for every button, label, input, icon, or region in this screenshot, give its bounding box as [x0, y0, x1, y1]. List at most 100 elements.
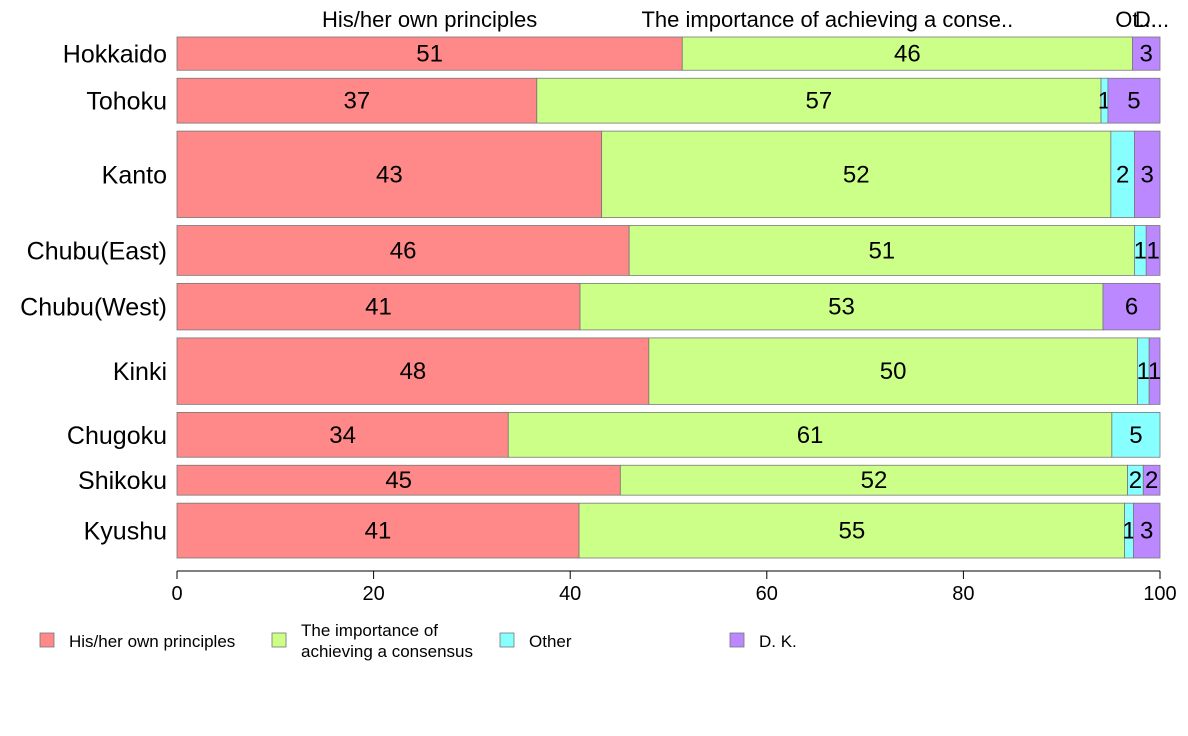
data-label: 45 [385, 467, 412, 494]
bar-segment [176, 77, 538, 124]
x-tick-label: 40 [559, 583, 581, 605]
legend-item: D. K. [729, 632, 797, 651]
data-label: 3 [1141, 161, 1154, 188]
bar-segment [176, 225, 630, 276]
data-label: 51 [868, 237, 895, 264]
data-label: 5 [1129, 422, 1142, 449]
data-label: 3 [1140, 41, 1153, 68]
data-label: 48 [400, 358, 427, 385]
data-label: 46 [894, 41, 921, 68]
top-series-label: D... [1135, 7, 1169, 32]
bar-row-2: 43 52 2 3 [176, 130, 1161, 218]
category-label: Hokkaido [63, 41, 167, 69]
bar-segment [176, 411, 509, 458]
data-label: 37 [344, 88, 371, 115]
data-label: 34 [329, 422, 356, 449]
data-label: 41 [365, 518, 392, 545]
bar-segment [619, 464, 1128, 496]
data-label: 51 [416, 41, 443, 68]
x-tick-label: 20 [362, 583, 384, 605]
bar-row-8: 41 55 1 3 [176, 502, 1161, 559]
bar-segment [507, 411, 1113, 458]
bar-segment [681, 36, 1133, 71]
bar-segment [601, 130, 1112, 218]
bar-segment [648, 337, 1138, 405]
data-label: 5 [1127, 88, 1140, 115]
bar-segment [1111, 411, 1161, 458]
bar-row-7: 45 52 2 2 [176, 464, 1161, 496]
x-tick-label: 60 [756, 583, 778, 605]
category-label: Kinki [113, 358, 167, 386]
bar-row-0: 51 46 3 [176, 36, 1161, 71]
legend-swatch [271, 632, 287, 648]
data-label: 61 [797, 422, 824, 449]
bar-row-4: 41 53 6 [176, 282, 1161, 331]
bar-segment [1107, 77, 1161, 124]
legend-label: D. K. [759, 632, 797, 651]
legend-swatch [39, 632, 55, 648]
category-label: Shikoku [78, 467, 167, 495]
data-label: 1 [1134, 237, 1147, 264]
data-label: 41 [365, 294, 392, 321]
legend-swatch [499, 632, 515, 648]
legend: His/her own principles The importance of a… [39, 621, 797, 661]
bar-segment [1134, 130, 1161, 218]
data-label: 2 [1129, 467, 1142, 494]
data-label: 46 [390, 237, 417, 264]
legend-label: His/her own principles [69, 632, 235, 651]
data-label: 53 [828, 294, 855, 321]
data-label: 57 [806, 88, 833, 115]
bar-segment [579, 282, 1104, 331]
data-label: 1 [1137, 358, 1150, 385]
bar-segment [176, 36, 683, 71]
category-label: Chugoku [67, 422, 167, 450]
bar-segment [1145, 225, 1161, 276]
bar-segment [628, 225, 1135, 276]
legend-item: Other [499, 632, 572, 651]
bar-row-6: 34 61 5 [176, 411, 1161, 458]
data-label: 52 [843, 161, 870, 188]
data-label: 50 [880, 358, 907, 385]
data-label: 2 [1116, 161, 1129, 188]
data-label: 1 [1122, 518, 1135, 545]
bar-row-5: 48 50 11 [176, 337, 1161, 405]
bar-segment [176, 130, 603, 218]
data-label: 1 [1148, 358, 1161, 385]
x-axis: 0 20 40 60 80 100 [171, 570, 1177, 605]
bar-segment [1148, 337, 1161, 405]
bar-segment [1133, 502, 1161, 559]
x-tick-label: 100 [1143, 583, 1176, 605]
data-label: 6 [1125, 294, 1138, 321]
category-label: Kanto [102, 161, 167, 189]
category-label: Chubu(East) [27, 237, 167, 265]
data-label: 43 [376, 161, 403, 188]
legend-label: The importance of [301, 621, 438, 640]
bar-row-3: 46 51 1 1 [176, 225, 1161, 276]
data-label: 55 [838, 518, 865, 545]
bar-segment [536, 77, 1102, 124]
legend-item: His/her own principles [39, 632, 235, 651]
bar-row-1: 37 57 1 5 [176, 77, 1161, 124]
bar-segment [176, 282, 581, 331]
bar-segment [176, 337, 650, 405]
data-label: 3 [1140, 518, 1153, 545]
data-label: 2 [1145, 467, 1158, 494]
data-label: 1 [1146, 237, 1159, 264]
category-label: Kyushu [84, 518, 167, 546]
category-label: Chubu(West) [20, 294, 167, 322]
bar-segment [176, 464, 621, 496]
legend-item: The importance of achieving a consensus [271, 621, 473, 661]
bar-segment [578, 502, 1126, 559]
legend-label: Other [529, 632, 572, 651]
top-series-labels: His/her own principles The importance of … [322, 7, 1169, 32]
legend-swatch [729, 632, 745, 648]
category-labels: Hokkaido Tohoku Kanto Chubu(East) Chubu(West… [20, 41, 167, 546]
x-tick-label: 0 [171, 583, 182, 605]
top-series-label: The importance of achieving a conse.. [641, 7, 1013, 32]
bar-segment [1142, 464, 1161, 496]
bar-segment [176, 502, 580, 559]
legend-label: achieving a consensus [301, 642, 473, 661]
bar-segment [1132, 36, 1161, 71]
